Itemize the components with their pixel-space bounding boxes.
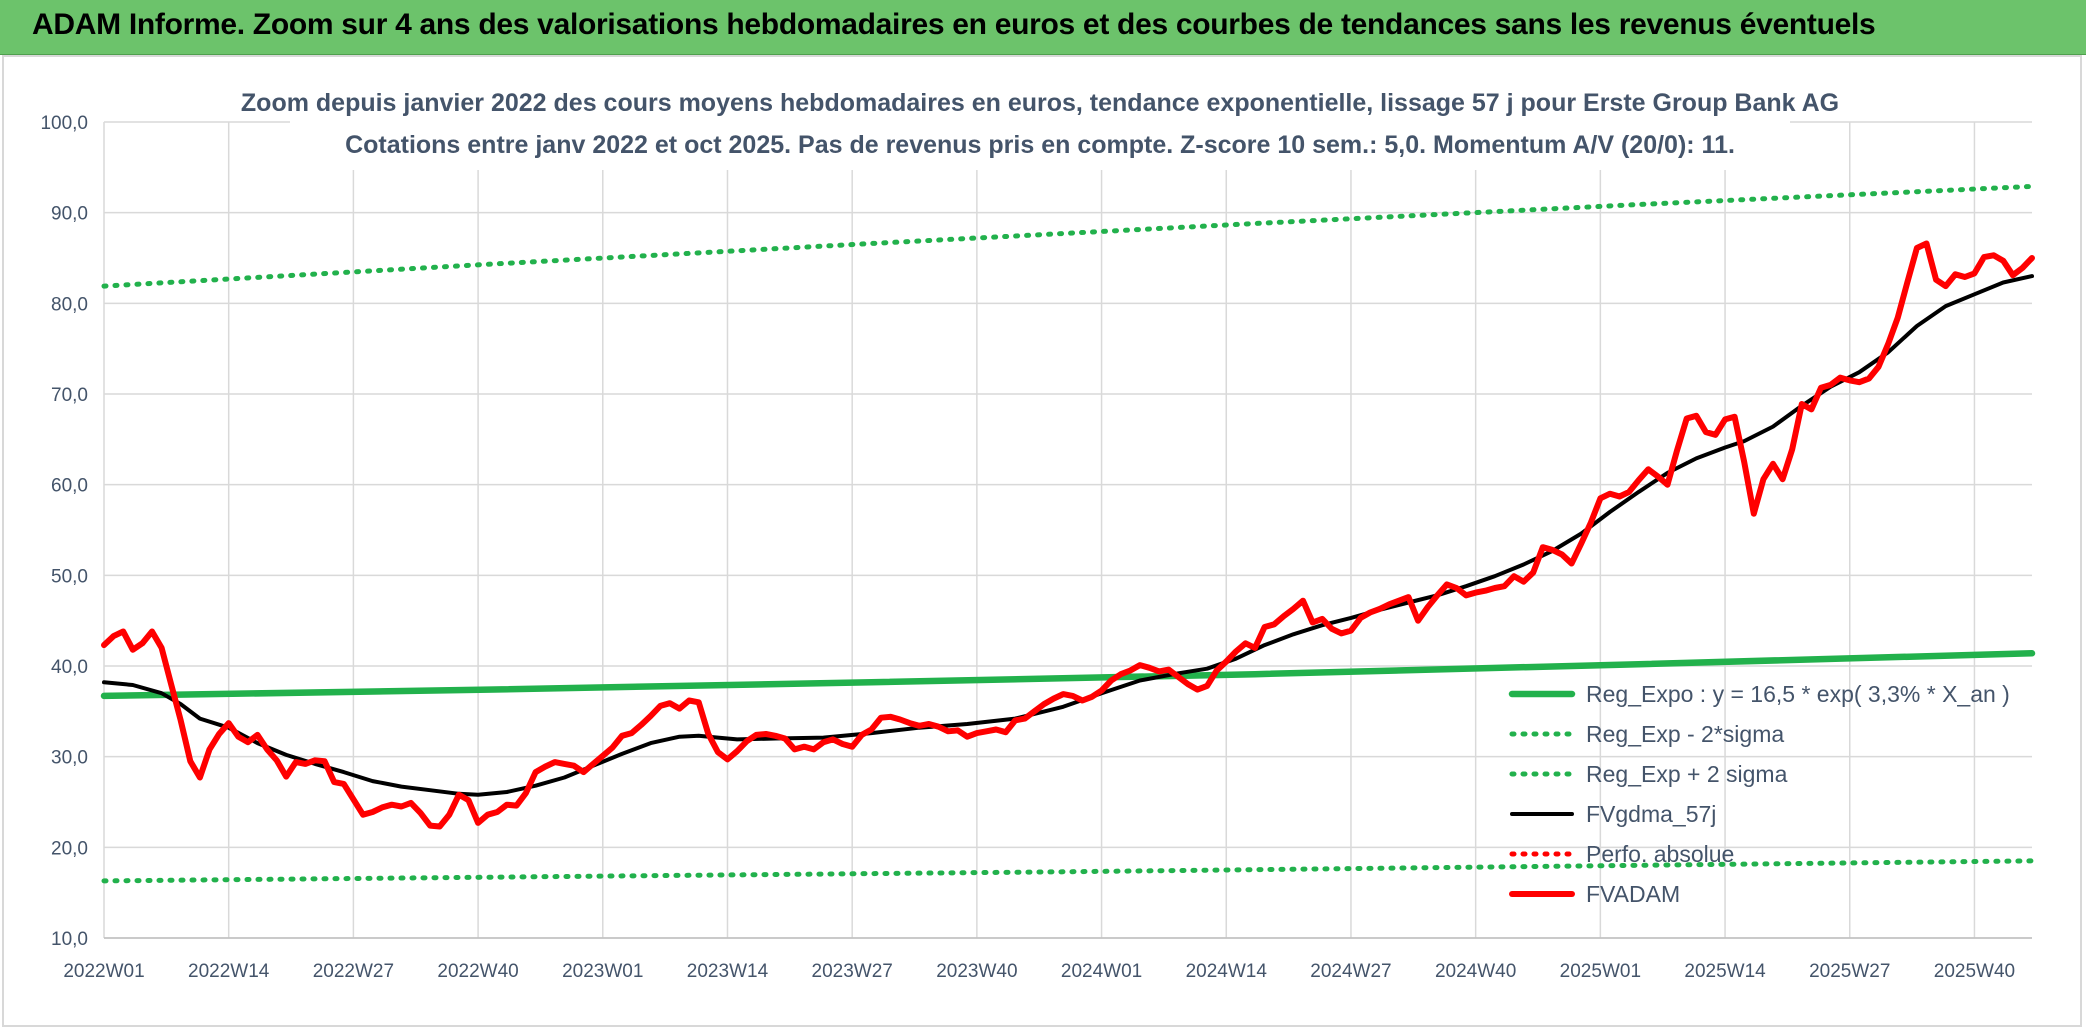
title-backdrop	[290, 76, 1790, 170]
report-banner: ADAM Informe. Zoom sur 4 ans des valoris…	[0, 0, 2086, 55]
x-tick-label: 2025W14	[1684, 961, 1766, 982]
x-tick-label: 2025W40	[1934, 961, 2015, 982]
x-tick-label: 2022W27	[313, 961, 394, 982]
y-tick-label: 40,0	[51, 657, 88, 678]
report-title: ADAM Informe. Zoom sur 4 ans des valoris…	[32, 8, 1876, 41]
y-tick-label: 80,0	[51, 294, 88, 315]
chart-title: Zoom depuis janvier 2022 des cours moyen…	[241, 89, 1839, 117]
legend-label: Reg_Exp + 2 sigma	[1586, 761, 1788, 787]
chart-series	[100, 183, 2036, 884]
legend-label: FVADAM	[1586, 881, 1680, 907]
chart-gridlines	[103, 121, 2032, 939]
x-tick-label: 2023W40	[936, 961, 1017, 982]
legend-label: FVgdma_57j	[1586, 801, 1716, 827]
x-tick-label: 2022W01	[63, 961, 144, 982]
legend-label: Perfo. absolue	[1586, 841, 1734, 867]
series-line-fvgdma-57j	[102, 274, 2034, 797]
x-axis: 2022W01 2022W14 2022W27 2022W40 2023W01 2023W…	[63, 937, 2032, 982]
chart-legend: Reg_Expo : y = 16,5 * exp( 3,3% * X_an )…	[1508, 681, 2010, 907]
y-tick-label: 60,0	[51, 476, 88, 497]
x-tick-label: 2025W01	[1560, 961, 1641, 982]
y-tick-label: 10,0	[51, 929, 88, 950]
chart-frame	[2, 55, 2082, 1027]
y-tick-label: 90,0	[51, 204, 88, 225]
series-line-reg-exp-2-sigma	[101, 858, 2035, 884]
legend-label: Reg_Exp - 2*sigma	[1586, 721, 1784, 747]
x-tick-label: 2024W27	[1310, 961, 1391, 982]
x-tick-label: 2024W14	[1186, 961, 1268, 982]
x-tick-label: 2024W40	[1435, 961, 1516, 982]
series-line-reg-expo-y-16-5-exp-3-3-x-an	[100, 650, 2036, 700]
y-axis: 10,0 20,0 30,0 40,0 50,0 60,0 70,0 80,0 90,0 100,…	[40, 113, 88, 950]
series-line-fvadam	[101, 240, 2035, 830]
x-tick-label: 2022W40	[437, 961, 518, 982]
x-tick-label: 2025W27	[1809, 961, 1890, 982]
x-tick-label: 2023W27	[812, 961, 893, 982]
y-tick-label: 30,0	[51, 748, 88, 769]
x-tick-label: 2024W01	[1061, 961, 1142, 982]
y-tick-label: 70,0	[51, 385, 88, 406]
x-tick-label: 2023W01	[562, 961, 643, 982]
legend-label: Reg_Expo : y = 16,5 * exp( 3,3% * X_an )	[1586, 681, 2010, 707]
y-tick-label: 100,0	[40, 113, 88, 134]
x-tick-label: 2022W14	[188, 961, 270, 982]
y-tick-label: 20,0	[51, 838, 88, 859]
series-line-reg-exp-2-sigma	[101, 183, 2035, 289]
y-tick-label: 50,0	[51, 566, 88, 587]
x-tick-label: 2023W14	[687, 961, 769, 982]
chart-subtitle: Cotations entre janv 2022 et oct 2025. P…	[345, 131, 1735, 159]
chart-titles: Zoom depuis janvier 2022 des cours moyen…	[241, 76, 1839, 170]
